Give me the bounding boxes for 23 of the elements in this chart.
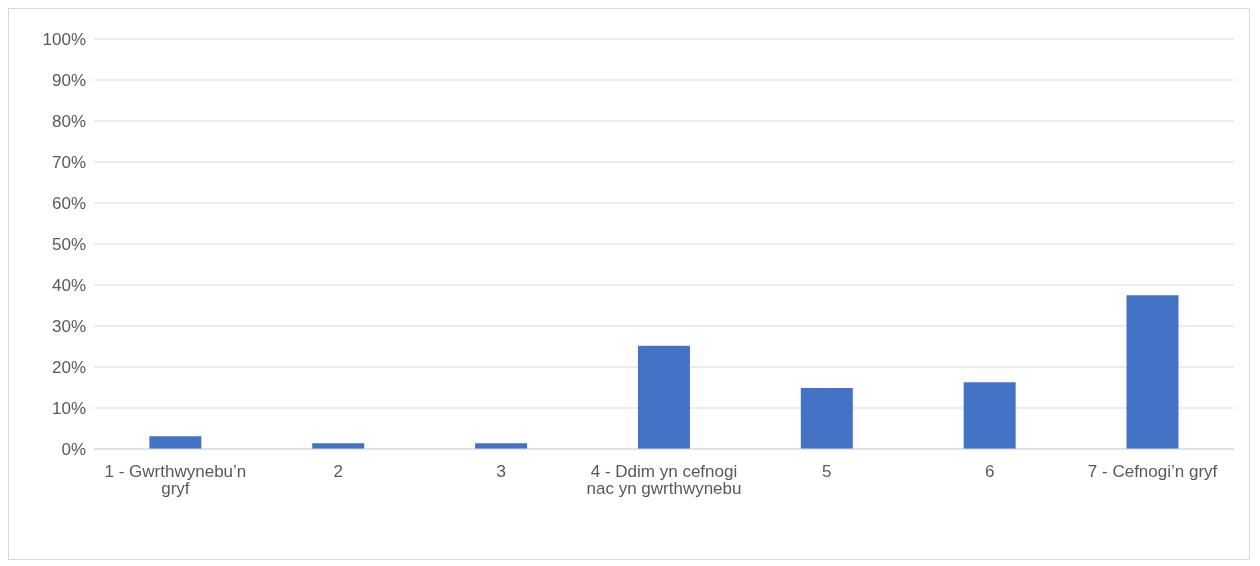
bar	[963, 382, 1016, 449]
x-tick-label: 7 - Cefnogi’n gryf	[1087, 462, 1218, 482]
y-tick-label: 20%	[51, 358, 86, 378]
bar	[637, 345, 690, 449]
y-tick-label: 10%	[51, 399, 86, 419]
x-tick-label: 2	[333, 462, 344, 482]
y-tick-label: 0%	[61, 440, 86, 460]
y-tick-label: 70%	[51, 153, 86, 173]
bar	[149, 436, 202, 449]
y-tick-label: 30%	[51, 317, 86, 337]
y-tick-label: 80%	[51, 112, 86, 132]
x-tick-label: 6	[984, 462, 995, 482]
y-tick-label: 60%	[51, 194, 86, 214]
x-tick-label: 1 - Gwrthwynebu’n gryf	[104, 462, 247, 499]
bar	[1126, 295, 1179, 449]
y-tick-label: 50%	[51, 235, 86, 255]
bar	[800, 387, 853, 449]
y-tick-label: 100%	[42, 30, 86, 50]
x-tick-label: 4 - Ddim yn cefnogi nac yn gwrthwynebu	[586, 462, 742, 499]
y-tick-label: 90%	[51, 71, 86, 91]
x-tick-label: 3	[496, 462, 506, 482]
x-tick-label: 5	[822, 462, 832, 482]
y-tick-label: 40%	[51, 276, 86, 296]
